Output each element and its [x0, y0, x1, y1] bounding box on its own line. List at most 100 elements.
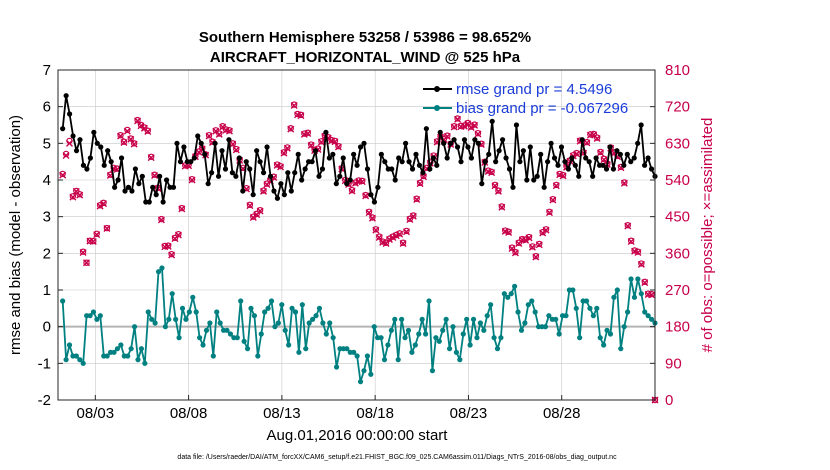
rmse-point	[153, 192, 159, 198]
rmse-point	[80, 162, 87, 168]
obs-assimilated-marker	[372, 226, 380, 234]
y-tick-label-right: 360	[665, 245, 690, 262]
bias-point	[604, 327, 610, 333]
bias-series-line	[61, 267, 656, 383]
obs-possible-marker	[151, 171, 158, 178]
rmse-point	[510, 184, 516, 190]
bias-point	[477, 320, 483, 326]
rmse-point	[451, 137, 457, 143]
obs-possible-marker	[233, 145, 240, 153]
rmse-point	[364, 166, 371, 172]
bias-point	[587, 305, 593, 311]
bias-point	[402, 335, 408, 341]
obs-assimilated-marker	[368, 214, 376, 222]
obs-possible-marker	[212, 127, 220, 134]
obs-count-layer	[59, 101, 659, 404]
rmse-point	[614, 148, 620, 154]
obs-assimilated-marker	[79, 249, 87, 257]
y-tick-label: 1	[43, 282, 51, 299]
bias-point	[364, 353, 370, 359]
bias-point	[279, 302, 285, 308]
obs-assimilated-marker	[399, 240, 407, 248]
obs-possible-marker	[529, 243, 536, 250]
bias-point	[422, 331, 429, 337]
obs-possible-marker	[76, 191, 83, 198]
rmse-point	[98, 144, 104, 150]
obs-assimilated-marker	[178, 205, 186, 213]
rmse-point	[569, 155, 575, 161]
bias-point	[532, 309, 538, 315]
obs-assimilated-marker	[634, 249, 642, 257]
rmse-point	[267, 173, 274, 179]
rmse-point	[226, 137, 232, 143]
bias-point	[611, 294, 617, 300]
obs-possible-marker	[631, 247, 638, 254]
obs-assimilated-marker	[59, 171, 67, 179]
obs-assimilated-marker	[134, 117, 142, 125]
rmse-point	[274, 195, 281, 201]
obs-assimilated-marker	[358, 178, 366, 186]
obs-assimilated-marker	[511, 249, 519, 257]
obs-assimilated-marker	[443, 132, 451, 140]
rmse-point	[188, 159, 194, 165]
bias-point	[292, 309, 299, 315]
y-tick-label-right: 540	[665, 172, 690, 189]
rmse-point	[170, 184, 177, 190]
rmse-point	[558, 144, 565, 150]
bias-point	[94, 316, 100, 322]
rmse-point	[125, 184, 132, 190]
rmse-point	[465, 144, 471, 150]
obs-assimilated-marker	[385, 235, 393, 243]
obs-assimilated-marker	[532, 253, 540, 261]
bias-point	[104, 353, 110, 359]
bias-point	[282, 327, 288, 333]
bias-point	[457, 357, 463, 363]
rmse-point	[448, 140, 454, 146]
obs-assimilated-marker	[488, 169, 496, 177]
rmse-point	[458, 159, 464, 165]
obs-assimilated-marker	[130, 140, 138, 148]
obs-assimilated-marker	[471, 121, 479, 129]
rmse-point	[198, 140, 204, 146]
bias-point	[63, 357, 69, 363]
rmse-point	[642, 162, 648, 168]
obs-assimilated-marker	[348, 187, 356, 195]
rmse-point	[555, 162, 561, 168]
rmse-point	[60, 126, 66, 132]
y-tick-label-right: 450	[665, 209, 690, 226]
rmse-point	[292, 170, 298, 176]
bias-point	[238, 298, 244, 304]
rmse-point	[174, 140, 180, 146]
obs-assimilated-marker	[365, 209, 373, 217]
rmse-point	[330, 151, 336, 157]
bias-point	[142, 360, 148, 366]
rmse-point	[132, 166, 139, 172]
bias-point	[614, 287, 620, 293]
bias-point	[542, 324, 549, 330]
x-tick-label: 08/28	[543, 405, 581, 422]
rmse-point	[603, 166, 610, 172]
rmse-point	[150, 184, 156, 190]
bias-point	[433, 335, 439, 341]
rmse-point	[257, 159, 263, 165]
rmse-point	[160, 199, 166, 205]
obs-possible-marker	[59, 170, 66, 178]
obs-assimilated-marker	[454, 115, 462, 123]
bias-point	[392, 316, 398, 322]
bias-point	[265, 305, 271, 311]
rmse-point	[271, 188, 277, 194]
rmse-point	[621, 162, 627, 168]
rmse-point	[351, 151, 357, 157]
bias-point	[522, 320, 528, 326]
obs-assimilated-marker	[648, 291, 656, 299]
obs-assimilated-marker	[147, 154, 155, 162]
bias-point	[556, 331, 562, 337]
bias-point	[607, 331, 614, 337]
obs-possible-marker	[484, 167, 492, 174]
bias-point	[131, 324, 138, 330]
obs-assimilated-marker	[402, 228, 410, 236]
y-tick-label: 7	[43, 62, 51, 79]
rmse-point	[590, 173, 596, 179]
bias-point	[625, 309, 631, 315]
